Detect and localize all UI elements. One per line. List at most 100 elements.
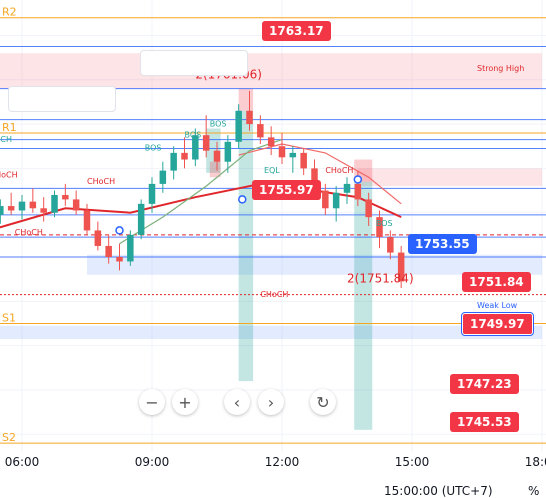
candle-body: [300, 152, 307, 169]
status-clock: 15:00:00 (UTC+7): [384, 484, 493, 498]
candle-body: [246, 110, 253, 125]
candle-body: [137, 203, 145, 235]
candle: [289, 146, 297, 173]
candle-body: [29, 201, 37, 209]
candle: [213, 141, 221, 171]
candles-layer: [0, 90, 405, 289]
candle-body: [116, 257, 123, 262]
time-tick-label: 12:00: [265, 455, 300, 469]
candle-body: [354, 183, 362, 200]
percent-button[interactable]: %: [528, 484, 540, 498]
candle: [159, 161, 167, 193]
time-axis: 06:00 09:00 12:00 15:00 18:00: [5, 455, 546, 469]
time-tick-label: 15:00: [395, 455, 430, 469]
candle-body: [62, 194, 69, 200]
marker-circle: [353, 175, 363, 184]
candle-body: [235, 110, 242, 142]
candle: [202, 115, 210, 158]
order-block-top: [238, 88, 254, 111]
moving-averages-layer: [0, 139, 402, 245]
time-tick-label: 06:00: [5, 455, 40, 469]
candle-body: [322, 190, 329, 209]
candle: [267, 126, 275, 156]
candle: [257, 115, 264, 145]
annotation-label: Weak Low: [477, 301, 518, 310]
candle-body: [51, 194, 58, 213]
candle: [300, 148, 307, 176]
annotation-label: Strong High: [477, 64, 524, 73]
levels-layer: R2 R1 S1 S2: [0, 6, 546, 444]
pivot-label-s1: S1: [2, 311, 16, 324]
zoom-out-button[interactable]: −: [139, 389, 165, 415]
annotation-label: CHoCH: [0, 170, 18, 179]
demand-zone-mid: [87, 254, 542, 275]
candle-body: [257, 124, 264, 138]
annotation-label: BOS: [185, 130, 202, 139]
reset-chart-button[interactable]: ↻: [310, 389, 336, 415]
annotation-label: BOS: [210, 119, 227, 128]
candle: [376, 210, 383, 249]
price-label-1749-97[interactable]: 1749.97: [461, 312, 534, 337]
annotation-label: CHoCH: [15, 228, 43, 237]
price-label-1755-97[interactable]: 1755.97: [252, 180, 321, 201]
candle-body: [387, 237, 394, 253]
price-label-1751-84[interactable]: 1751.84: [462, 271, 531, 292]
time-tick-label: 18:00: [525, 455, 546, 469]
candle: [127, 230, 134, 266]
strong-high-zone: [0, 53, 542, 89]
candle: [387, 230, 394, 260]
candle-body: [202, 135, 210, 151]
candle-body: [127, 234, 134, 262]
price-label-1745-53[interactable]: 1745.53: [450, 411, 519, 432]
candle: [181, 137, 188, 169]
annotation-label: CHoCH: [87, 177, 115, 186]
candle: [94, 221, 102, 251]
marker-circle: [115, 226, 124, 235]
grid-layer: [0, 0, 546, 452]
ma-line-green: [119, 139, 283, 245]
candle: [18, 194, 26, 220]
price-label-1747-23[interactable]: 1747.23: [450, 373, 519, 394]
candle: [224, 135, 232, 173]
annotation-label: CHoCH: [260, 290, 288, 299]
highlight-column-1: [238, 110, 254, 382]
candle: [246, 90, 253, 131]
level-label-box-top[interactable]: [140, 50, 248, 76]
candle-body: [192, 135, 199, 160]
price-label-1763-17[interactable]: 1763.17: [262, 20, 331, 41]
candle-body: [213, 150, 221, 162]
annotation-label: 2(1751.84): [347, 272, 414, 286]
candle-body: [181, 152, 188, 160]
candle-body: [40, 208, 47, 213]
candle-body: [365, 199, 372, 218]
time-tick-label: 09:00: [135, 455, 170, 469]
ma-line-slow: [0, 182, 402, 229]
candle-body: [159, 170, 167, 184]
price-label-1753-55[interactable]: 1753.55: [408, 233, 477, 254]
level-label-box-left[interactable]: [8, 86, 116, 112]
pivot-label-s2: S2: [2, 431, 16, 444]
candle-body: [83, 210, 91, 231]
zones-layer: [0, 53, 542, 430]
candle: [332, 186, 340, 222]
candle-body: [170, 152, 177, 171]
candle-body: [72, 199, 80, 211]
candle: [365, 192, 372, 226]
scroll-right-button[interactable]: ›: [258, 389, 284, 415]
order-block-left: [209, 161, 221, 178]
candle: [7, 192, 15, 215]
candle-body: [7, 206, 15, 211]
zoom-in-button[interactable]: +: [172, 389, 198, 415]
highlight-column-2: [354, 181, 373, 430]
candle-body: [332, 192, 340, 209]
candle-body: [289, 152, 297, 158]
annotation-label: EQL: [264, 166, 280, 175]
scroll-left-button[interactable]: ‹: [224, 389, 250, 415]
candle: [83, 203, 91, 235]
candle: [322, 183, 329, 215]
candle-body: [267, 137, 275, 147]
candle: [278, 132, 286, 164]
candle: [29, 188, 37, 213]
candle-body: [343, 183, 351, 193]
